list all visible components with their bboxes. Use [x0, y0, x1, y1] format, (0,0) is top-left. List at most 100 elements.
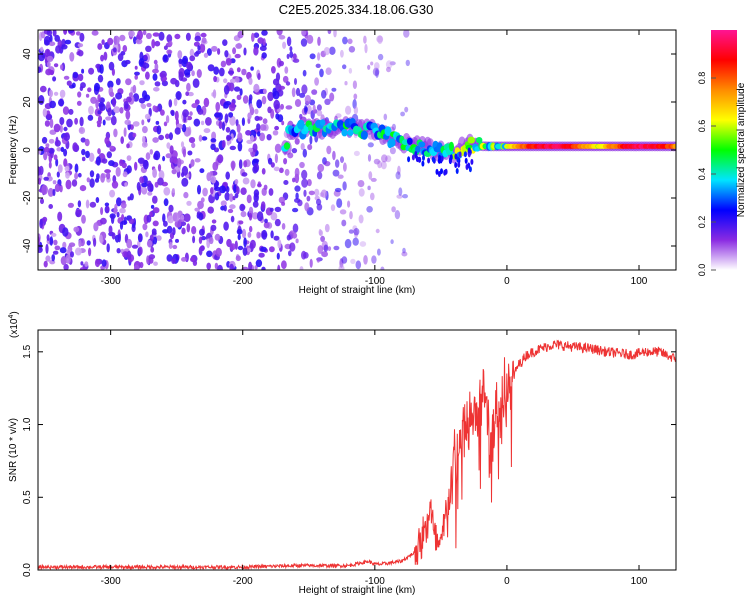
noise-speckle — [339, 209, 347, 215]
noise-speckle — [107, 80, 114, 89]
noise-speckle — [268, 188, 274, 196]
noise-speckle — [235, 43, 243, 49]
noise-speckle — [46, 30, 53, 37]
noise-speckle — [286, 36, 292, 47]
figure-title: C2E5.2025.334.18.06.G30 — [279, 2, 434, 17]
noise-speckle — [317, 52, 321, 61]
noise-speckle — [45, 255, 51, 262]
snr-series-line — [38, 339, 676, 570]
noise-speckle — [363, 254, 368, 265]
noise-speckle — [59, 247, 67, 254]
noise-speckle — [264, 218, 268, 224]
noise-speckle — [275, 83, 282, 93]
noise-speckle — [243, 47, 247, 56]
signal-blob — [476, 137, 483, 144]
noise-speckle — [252, 143, 258, 153]
noise-speckle — [54, 34, 60, 42]
noise-speckle — [172, 244, 178, 250]
noise-speckle — [153, 261, 158, 266]
noise-speckle — [329, 92, 335, 102]
signal-streak — [467, 147, 471, 154]
noise-speckle — [218, 67, 225, 77]
noise-speckle — [375, 68, 379, 78]
noise-speckle — [311, 89, 318, 95]
noise-speckle — [256, 99, 263, 109]
snr-frame — [37, 329, 677, 571]
noise-speckle — [299, 161, 305, 169]
noise-speckle — [286, 53, 290, 60]
noise-speckle — [66, 118, 73, 128]
noise-speckle — [270, 230, 274, 239]
noise-speckle — [166, 142, 171, 149]
noise-speckle — [301, 169, 308, 180]
noise-speckle — [294, 167, 300, 178]
noise-speckle — [128, 30, 135, 37]
noise-speckle — [101, 158, 108, 164]
noise-speckle — [75, 247, 82, 256]
noise-speckle — [285, 81, 291, 86]
noise-speckle — [122, 171, 128, 178]
noise-speckle — [66, 80, 72, 86]
signal-streak — [421, 160, 425, 167]
noise-speckle — [38, 149, 42, 155]
noise-speckle — [224, 50, 229, 58]
noise-speckle — [342, 64, 347, 70]
colorbar-tick-label: 0.8 — [697, 72, 707, 85]
noise-speckle — [252, 165, 258, 174]
noise-speckle — [97, 74, 104, 83]
noise-speckle — [97, 43, 103, 50]
noise-speckle — [358, 188, 365, 197]
noise-speckle — [119, 207, 126, 214]
noise-speckle — [283, 180, 289, 185]
noise-speckle — [99, 234, 103, 243]
noise-speckle — [48, 161, 52, 169]
noise-speckle — [139, 176, 145, 184]
noise-speckle — [292, 223, 299, 233]
signal-streak — [443, 169, 447, 176]
noise-speckle — [342, 36, 348, 45]
noise-speckle — [174, 33, 181, 40]
noise-speckle — [236, 94, 242, 101]
noise-speckle — [77, 172, 82, 178]
noise-speckle — [248, 147, 254, 153]
noise-speckle — [168, 241, 173, 249]
noise-speckle — [85, 199, 90, 209]
noise-speckle — [77, 91, 82, 98]
noise-speckle — [215, 101, 220, 112]
noise-speckle — [291, 148, 298, 154]
noise-speckle — [198, 236, 203, 244]
noise-speckle — [333, 245, 340, 251]
noise-speckle — [121, 162, 127, 169]
noise-speckle — [166, 225, 173, 234]
noise-speckle — [65, 172, 70, 179]
noise-speckle — [331, 87, 337, 92]
noise-speckle — [282, 75, 289, 83]
noise-speckle — [90, 96, 97, 104]
noise-speckle — [368, 171, 373, 180]
noise-speckle — [395, 171, 401, 180]
noise-speckle — [235, 76, 240, 83]
noise-speckle — [254, 115, 260, 122]
noise-speckle — [332, 169, 340, 177]
noise-speckle — [256, 211, 264, 222]
noise-speckle — [76, 100, 82, 106]
noise-speckle — [259, 132, 266, 142]
noise-speckle — [229, 204, 236, 210]
noise-speckle — [274, 125, 279, 131]
noise-speckle — [229, 78, 237, 83]
spectrogram-y-ticks: -40 -20 0 20 40 — [22, 48, 676, 253]
noise-speckle — [316, 257, 320, 263]
noise-speckle — [340, 156, 344, 164]
noise-speckle — [106, 171, 111, 180]
noise-speckle — [163, 54, 168, 62]
signal-blob — [297, 119, 305, 130]
colorbar-tick-label: 0.6 — [697, 120, 707, 133]
spectrogram-y-label: Frequency (Hz) — [8, 116, 19, 185]
noise-speckle — [38, 66, 42, 74]
noise-speckle — [304, 202, 310, 212]
noise-speckle — [306, 195, 311, 202]
noise-speckle — [272, 130, 279, 136]
noise-speckle — [220, 200, 227, 207]
signal-blob — [388, 138, 396, 148]
noise-speckle — [315, 63, 321, 68]
